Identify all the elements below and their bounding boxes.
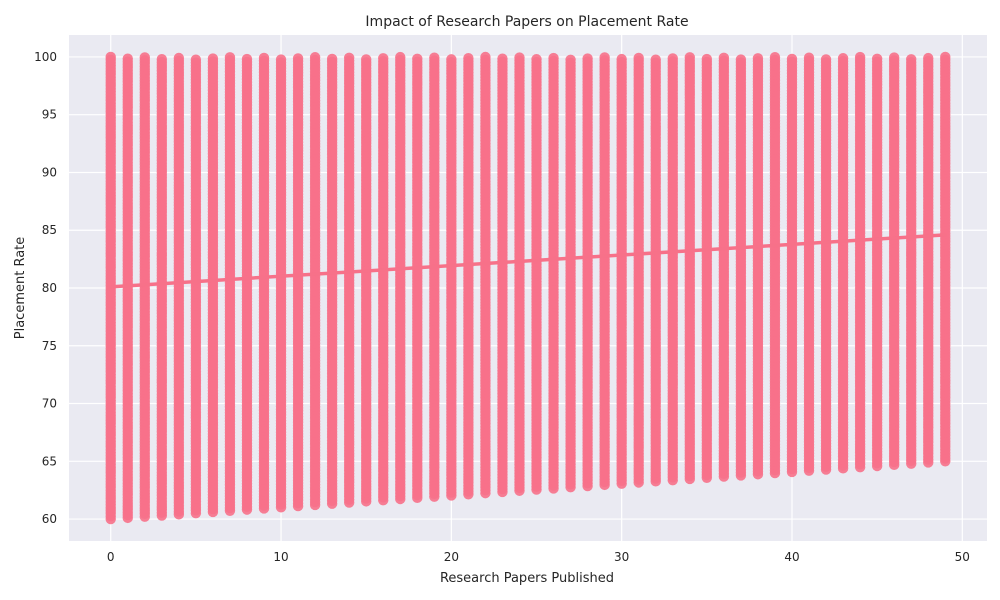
scatter-point <box>548 52 559 64</box>
scatter-point <box>292 53 304 64</box>
scatter-column <box>173 52 185 520</box>
scatter-column <box>224 52 236 516</box>
scatter-point <box>531 54 542 65</box>
scatter-column <box>326 53 338 509</box>
scatter-point <box>361 54 372 65</box>
scatter-point <box>497 53 508 64</box>
scatter-column <box>309 52 321 511</box>
scatter-point <box>429 52 440 63</box>
scatter-column <box>480 51 491 499</box>
scatter-column <box>412 53 423 504</box>
scatter-point <box>446 54 457 65</box>
scatter-point <box>258 52 270 64</box>
scatter-point <box>599 52 610 63</box>
scatter-point <box>275 54 287 65</box>
scatter-point <box>309 52 321 63</box>
scatter-column <box>241 53 253 515</box>
scatter-column <box>531 54 542 495</box>
scatter-point <box>463 52 474 64</box>
scatter-column <box>343 52 355 508</box>
scatter-point <box>207 53 219 64</box>
scatter-column <box>633 52 644 488</box>
scatter-column <box>514 52 525 496</box>
scatter-point <box>326 53 338 65</box>
scatter-column <box>207 53 219 518</box>
scatter-point <box>412 53 423 65</box>
scatter-point <box>156 53 168 65</box>
scatter-column <box>446 54 457 501</box>
scatter-point <box>122 53 133 64</box>
scatter-point <box>582 53 593 64</box>
scatter-column <box>156 53 168 521</box>
scatter-column <box>292 53 304 512</box>
scatter-point <box>190 54 202 65</box>
scatter-column <box>122 53 133 524</box>
scatter-point <box>343 52 355 63</box>
scatter-column <box>565 54 576 493</box>
scatter-column <box>361 54 372 507</box>
scatter-column <box>650 54 661 487</box>
scatter-points <box>105 51 951 525</box>
scatter-point <box>616 53 627 65</box>
scatter-column <box>378 53 389 506</box>
scatter-column <box>139 52 150 522</box>
scatter-column <box>275 54 287 513</box>
scatter-point <box>139 52 150 63</box>
scatter-column <box>548 52 559 494</box>
scatter-point <box>241 53 253 65</box>
scatter-point <box>395 51 406 63</box>
scatter-column <box>105 51 116 525</box>
scatter-point <box>633 52 644 64</box>
scatter-column <box>616 53 627 489</box>
scatter-point <box>514 52 525 63</box>
scatter-point <box>224 52 236 63</box>
scatter-column <box>258 52 270 514</box>
scatter-point <box>378 53 389 64</box>
scatter-column <box>463 52 474 500</box>
scatter-column <box>395 51 406 505</box>
scatter-point <box>565 54 576 65</box>
scatter-point <box>480 51 491 63</box>
scatter-column <box>582 53 593 492</box>
scatter-point <box>105 51 116 63</box>
scatter-column <box>190 54 202 519</box>
scatter-point <box>173 52 185 64</box>
scatter-column <box>497 53 508 498</box>
scatter-column <box>599 52 610 491</box>
scatter-column <box>429 52 440 502</box>
